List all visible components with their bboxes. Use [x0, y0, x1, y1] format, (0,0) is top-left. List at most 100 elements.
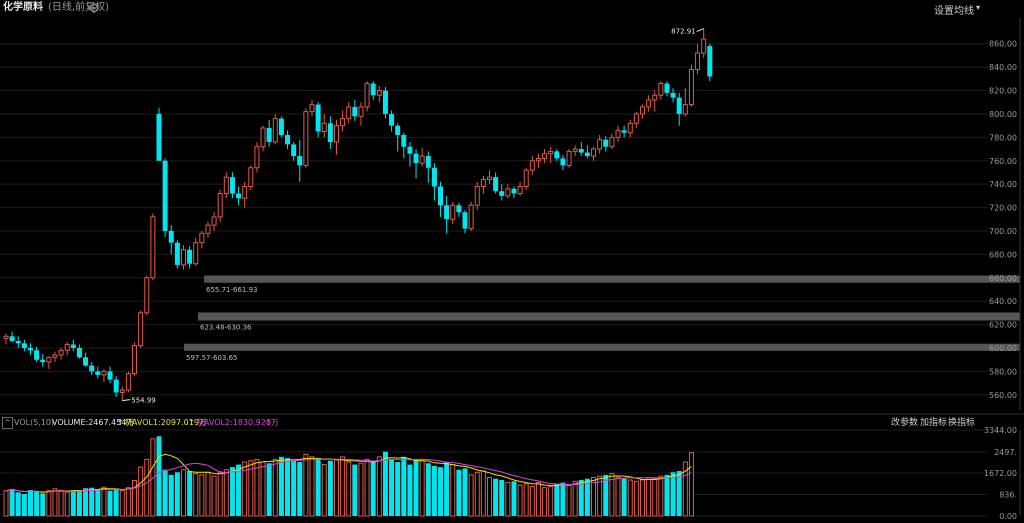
price-tick-label-12: 800.00 — [989, 110, 1017, 119]
candle-body-94 — [578, 149, 584, 153]
candle-body-1 — [9, 336, 15, 341]
candle-body-70 — [431, 167, 437, 187]
vol-bar-93 — [572, 480, 578, 517]
candle-body-6 — [40, 359, 46, 363]
vol-bar-79 — [486, 476, 492, 517]
price-tick-label-14: 840.00 — [989, 63, 1017, 72]
price-tick-label-10: 760.00 — [989, 157, 1017, 166]
candle-body-105 — [646, 99, 652, 108]
vol-bar-67 — [413, 459, 419, 516]
vol-bar-44 — [272, 458, 278, 517]
candle-body-115 — [707, 46, 713, 77]
candle-body-23 — [144, 277, 150, 314]
candle-body-20 — [125, 373, 131, 391]
volume-series — [3, 436, 694, 517]
vol-bar-73 — [450, 464, 456, 517]
candle-body-93 — [572, 148, 578, 152]
vol-bar-43 — [266, 463, 272, 516]
mavol2-line — [5, 458, 692, 493]
candle-body-40 — [248, 167, 254, 188]
candle-body-73 — [450, 204, 456, 220]
vol-bar-25 — [156, 436, 162, 516]
candle-body-74 — [456, 205, 462, 213]
candle-body-3 — [21, 343, 27, 348]
vol-tick-label-4: 0.00 — [999, 512, 1017, 521]
vol-bar-110 — [676, 470, 682, 516]
vol-bar-8 — [52, 488, 58, 517]
candle-body-16 — [101, 370, 107, 376]
candle-body-75 — [462, 212, 468, 229]
ma-settings-button[interactable]: 设置均线 — [934, 6, 974, 17]
vol-bar-81 — [499, 479, 505, 516]
vol-bar-95 — [584, 478, 590, 516]
chevron-down-icon[interactable]: ▾ — [975, 3, 980, 12]
mavol1-value: MAVOL1:2097.019万 — [125, 418, 207, 427]
vol-bar-105 — [646, 476, 652, 517]
vol-bar-30 — [187, 470, 193, 516]
volume-arrow-icon: ↑ — [117, 418, 124, 427]
vol-indicator-name[interactable]: VOL(5,10) — [14, 418, 55, 427]
candle-body-10 — [64, 343, 70, 351]
vol-bar-107 — [658, 475, 664, 517]
vol-bar-80 — [493, 478, 499, 516]
candle-body-49 — [303, 111, 309, 166]
vol-bar-3 — [21, 493, 27, 516]
candle-body-50 — [309, 104, 315, 113]
candle-body-111 — [682, 104, 688, 115]
vol-bar-76 — [468, 474, 474, 517]
candle-body-12 — [76, 347, 82, 358]
vol-bar-17 — [107, 490, 113, 516]
vol-tick-label-0: 3344.00 — [984, 426, 1017, 435]
vol-bar-62 — [382, 451, 388, 516]
candle-body-108 — [664, 83, 670, 93]
vol-bar-98 — [603, 474, 609, 516]
candle-body-103 — [633, 113, 639, 124]
chart-subtitle: (日线,前复权) — [48, 2, 109, 13]
vol-bar-71 — [438, 467, 444, 516]
candle-body-0 — [3, 335, 9, 340]
candle-body-110 — [676, 97, 682, 114]
vol-bar-16 — [101, 486, 107, 517]
expand-button[interactable]: ^ — [2, 417, 13, 429]
candle-body-34 — [211, 216, 217, 226]
vol-bar-28 — [174, 472, 180, 516]
vol-bar-35 — [217, 471, 223, 517]
vol-bar-1 — [9, 488, 15, 516]
vol-bar-18 — [113, 488, 119, 516]
candle-body-27 — [168, 230, 174, 243]
vol-bar-83 — [511, 481, 517, 516]
vol-bar-45 — [278, 456, 284, 516]
vol-bar-36 — [223, 469, 229, 517]
add-indicator-button[interactable]: 加指标 — [920, 418, 948, 428]
gear-icon[interactable] — [88, 2, 100, 14]
vol-bar-48 — [297, 461, 303, 516]
candle-body-64 — [395, 125, 401, 136]
vol-bar-42 — [260, 461, 266, 517]
vol-bar-112 — [688, 452, 694, 517]
candle-body-57 — [352, 106, 358, 117]
vol-bar-27 — [168, 474, 174, 516]
candle-body-47 — [291, 144, 297, 157]
vol-bar-69 — [425, 463, 431, 516]
candle-body-61 — [376, 90, 382, 96]
candle-body-19 — [119, 389, 125, 393]
candle-body-25 — [156, 113, 162, 161]
vol-bar-97 — [597, 475, 603, 517]
vol-bar-0 — [3, 490, 9, 517]
change-params-button[interactable]: 改参数 — [891, 418, 919, 428]
price-grid — [0, 43, 988, 396]
vol-bar-9 — [58, 489, 64, 517]
vol-bar-41 — [254, 458, 260, 517]
vol-bar-87 — [535, 482, 541, 517]
switch-indicator-button[interactable]: 换指标 — [948, 418, 976, 428]
vol-bar-5 — [34, 491, 40, 516]
candle-body-30 — [187, 249, 193, 264]
vol-bar-59 — [364, 458, 370, 517]
candle-body-56 — [346, 106, 352, 120]
candle-body-99 — [609, 136, 615, 148]
vol-bar-15 — [95, 489, 101, 516]
candle-body-41 — [254, 146, 260, 169]
zone-band-1 — [198, 312, 1020, 321]
vol-bar-99 — [609, 473, 615, 517]
